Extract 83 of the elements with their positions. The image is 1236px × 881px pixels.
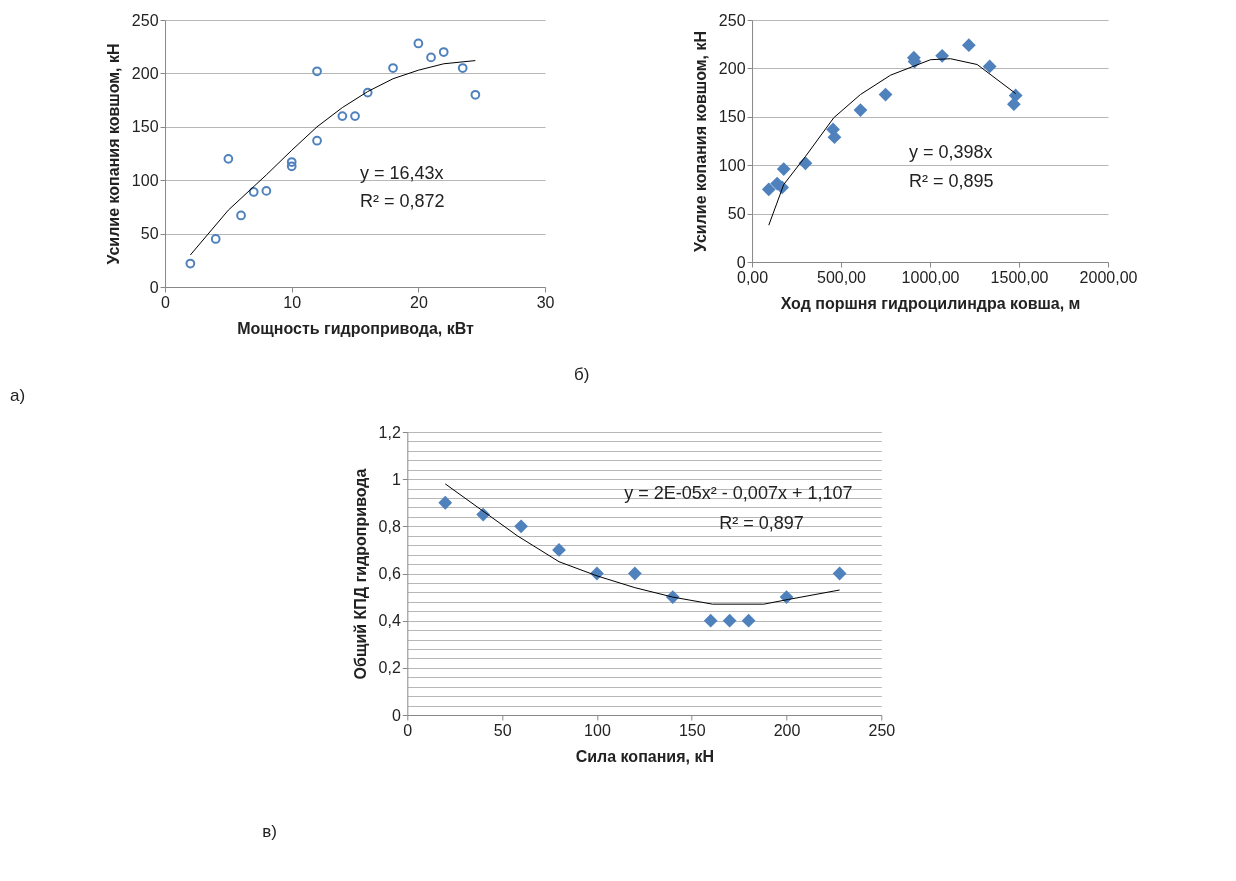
x-axis-title: Мощность гидропривода, кВт xyxy=(237,319,475,337)
line-series xyxy=(189,60,476,256)
annotation: R² = 0,897 xyxy=(719,513,804,533)
x-tick-label: 500,00 xyxy=(817,268,867,286)
y-tick-label: 150 xyxy=(718,108,746,126)
y-tick-label: 100 xyxy=(131,171,159,189)
point xyxy=(741,613,756,628)
point xyxy=(779,590,794,604)
point xyxy=(286,161,297,172)
point xyxy=(388,63,398,73)
x-tick-label: 0,00 xyxy=(736,268,769,286)
point xyxy=(514,519,528,534)
x-tick-label: 2000,00 xyxy=(1079,268,1138,286)
y-tick-label: 0,8 xyxy=(378,517,401,535)
text: а) xyxy=(10,386,26,405)
point xyxy=(853,103,868,117)
y-tick-label: 200 xyxy=(718,59,746,77)
x-tick-label: 100 xyxy=(584,721,611,739)
point xyxy=(438,495,453,510)
annotation: R² = 0,872 xyxy=(360,191,445,211)
point xyxy=(961,38,976,53)
point xyxy=(761,182,776,197)
point xyxy=(286,157,297,167)
annotation: R² = 0,895 xyxy=(909,171,994,191)
y-tick-label: 1,2 xyxy=(378,423,401,441)
x-axis-title: Ход поршня гидроцилиндра ковша, м xyxy=(780,294,1081,312)
x-tick-label: 1500,00 xyxy=(990,268,1049,286)
point xyxy=(776,162,791,176)
point xyxy=(627,566,642,581)
point xyxy=(703,613,718,628)
point xyxy=(362,87,373,98)
x-tick-label: 0 xyxy=(403,721,413,739)
y-tick-label: 100 xyxy=(718,156,746,174)
x-tick-label: 200 xyxy=(773,721,801,739)
point xyxy=(236,210,246,221)
annotation: y = 16,43x xyxy=(360,163,444,183)
point xyxy=(1006,97,1021,112)
point xyxy=(312,66,322,77)
point xyxy=(426,52,436,63)
x-tick-label: 50 xyxy=(493,721,512,739)
x-tick-label: 20 xyxy=(409,293,428,311)
point xyxy=(223,153,234,164)
x-tick-label: 10 xyxy=(283,293,302,311)
point xyxy=(413,38,424,49)
y-axis-title: Усилие копания ковшом, кН xyxy=(104,43,122,265)
point xyxy=(827,130,842,145)
point xyxy=(248,187,259,197)
y-tick-label: 0,2 xyxy=(378,659,401,677)
y-tick-label: 0 xyxy=(391,706,401,724)
x-tick-label: 150 xyxy=(678,721,706,739)
y-axis-title: Усилие копания ковшом, кН xyxy=(691,30,709,253)
point xyxy=(722,613,737,628)
x-tick-label: 0 xyxy=(161,293,171,311)
y-axis-title: Общий КПД гидропривода xyxy=(351,468,369,680)
y-tick-label: 150 xyxy=(131,118,159,136)
x-tick-label: 1000,00 xyxy=(901,268,960,286)
text: б) xyxy=(574,365,590,384)
point xyxy=(210,234,221,244)
y-tick-label: 0,4 xyxy=(378,612,401,630)
x-tick-label: 250 xyxy=(868,721,896,739)
text: в) xyxy=(262,822,278,841)
y-tick-label: 0 xyxy=(736,253,746,271)
point xyxy=(982,59,997,74)
point xyxy=(457,63,468,73)
y-tick-label: 1 xyxy=(391,470,401,488)
y-tick-label: 200 xyxy=(131,64,159,82)
y-tick-label: 0,6 xyxy=(378,565,401,582)
point xyxy=(261,186,272,196)
annotation: y = 0,398x xyxy=(909,142,993,162)
point xyxy=(312,135,322,146)
y-tick-label: 250 xyxy=(718,11,746,29)
x-axis-title: Сила копания, кН xyxy=(575,747,714,765)
point xyxy=(337,111,348,121)
point xyxy=(832,566,847,581)
y-tick-label: 250 xyxy=(131,11,159,29)
point xyxy=(470,89,481,100)
point xyxy=(438,47,449,57)
y-tick-label: 50 xyxy=(727,205,746,223)
annotation: y = 2E-05x² - 0,007x + 1,107 xyxy=(624,483,853,503)
x-tick-label: 30 xyxy=(536,293,555,311)
point xyxy=(185,258,196,269)
y-tick-label: 50 xyxy=(140,225,159,243)
point xyxy=(350,111,360,121)
